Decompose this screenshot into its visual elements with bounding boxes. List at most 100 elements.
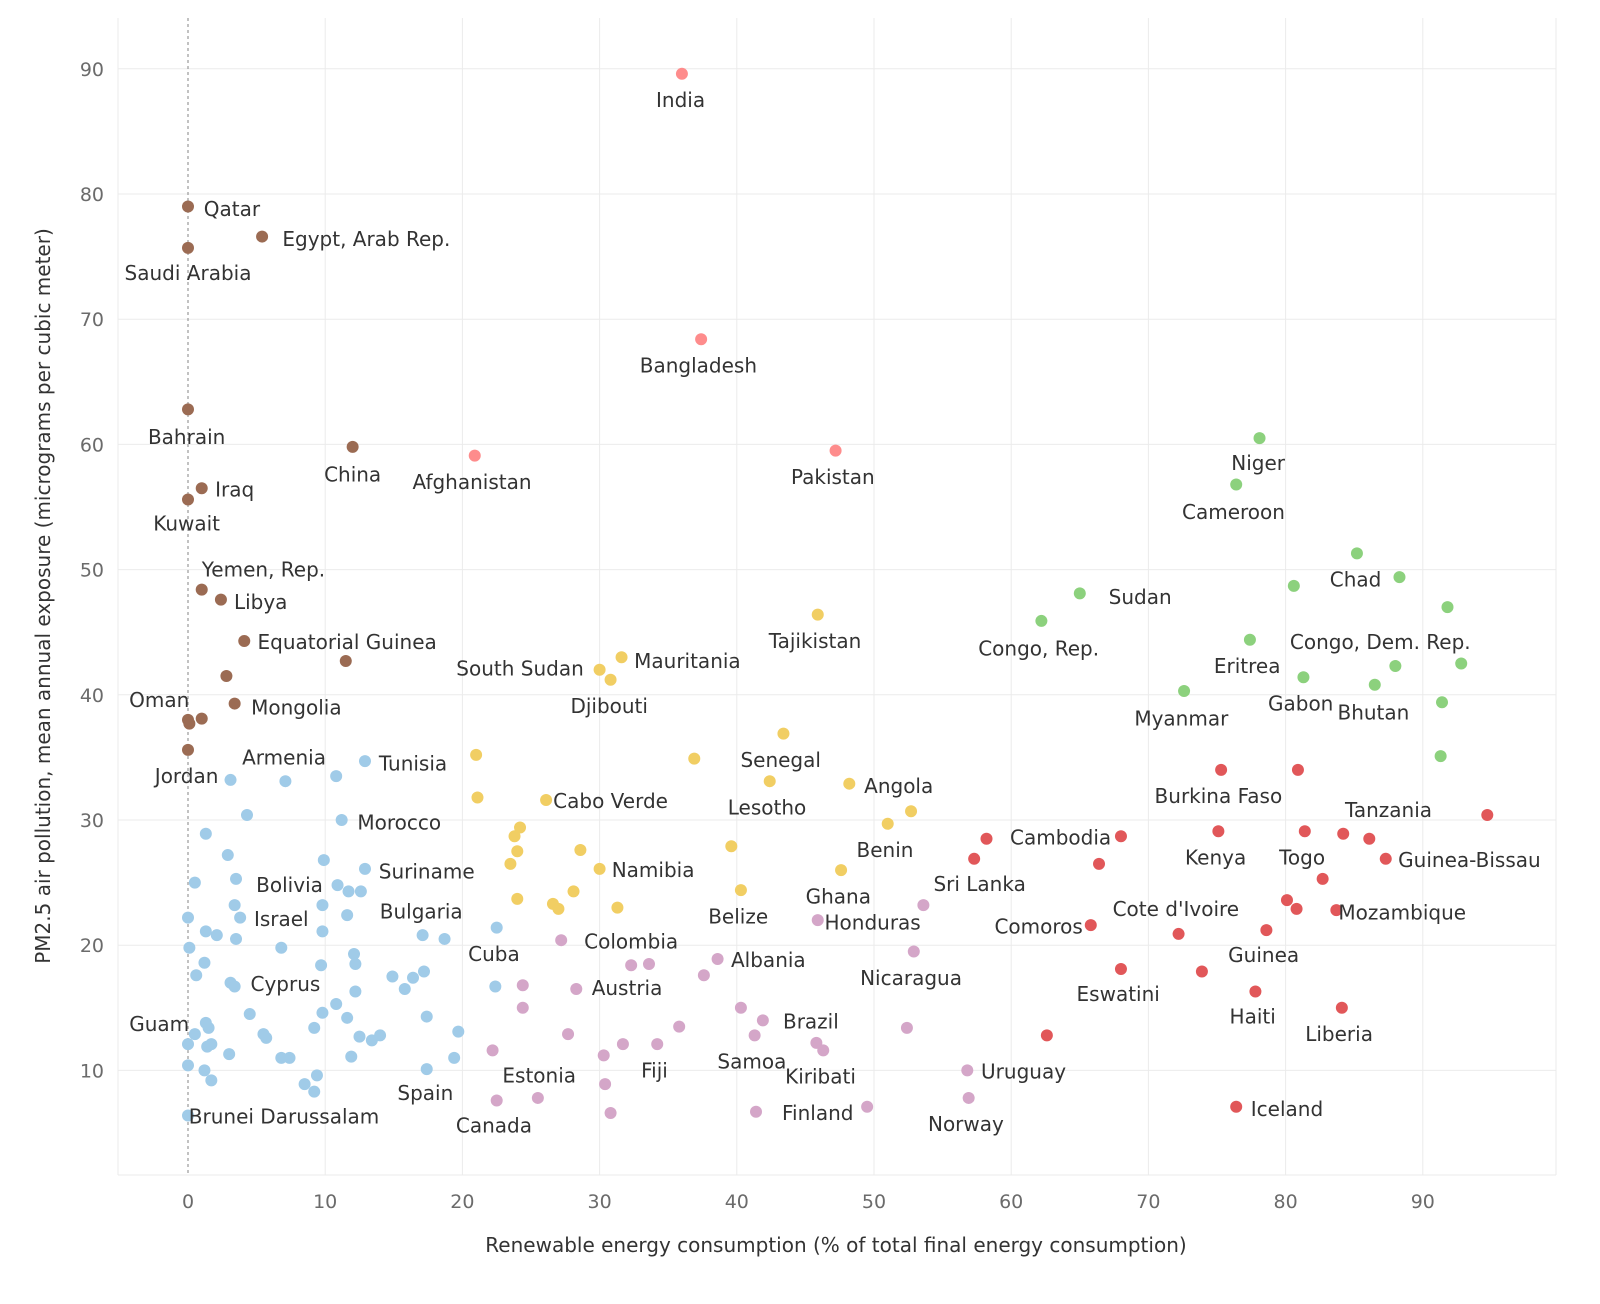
data-point xyxy=(835,864,848,877)
point-label: Estonia xyxy=(502,1063,576,1087)
point-label: Samoa xyxy=(717,1050,786,1074)
data-point xyxy=(221,849,234,862)
data-point xyxy=(183,941,196,954)
data-point xyxy=(1363,832,1376,845)
data-point xyxy=(345,1050,358,1063)
data-point xyxy=(188,1028,201,1041)
point-label: Kuwait xyxy=(153,511,220,535)
data-point xyxy=(420,1010,433,1023)
data-point xyxy=(223,1048,236,1061)
data-point xyxy=(341,1011,354,1024)
data-point xyxy=(734,1001,747,1014)
point-label: Lesotho xyxy=(728,795,807,819)
data-point xyxy=(1040,1029,1053,1042)
point-label: Canada xyxy=(456,1113,532,1137)
data-point xyxy=(316,899,329,912)
data-point xyxy=(182,493,194,506)
data-point xyxy=(374,1029,387,1042)
data-point xyxy=(182,743,194,756)
data-point xyxy=(1035,614,1048,627)
data-point xyxy=(243,1008,256,1021)
point-label: Spain xyxy=(397,1081,453,1105)
point-label: Togo xyxy=(1278,846,1325,870)
data-point xyxy=(1389,660,1402,673)
y-tick-label: 60 xyxy=(80,434,104,456)
point-label: Brazil xyxy=(783,1010,839,1034)
point-label: Guinea xyxy=(1228,943,1299,967)
data-point xyxy=(504,857,517,870)
data-point xyxy=(220,670,233,683)
data-point xyxy=(611,901,624,914)
point-label: Uruguay xyxy=(981,1060,1066,1084)
data-point xyxy=(407,971,420,984)
data-point xyxy=(597,1049,610,1062)
point-label: Belize xyxy=(708,904,768,928)
data-point xyxy=(195,583,208,596)
data-point xyxy=(763,775,776,788)
data-point xyxy=(1290,902,1303,915)
data-point xyxy=(182,1109,194,1122)
data-point xyxy=(230,872,243,885)
data-point xyxy=(811,608,824,621)
data-point xyxy=(817,1044,830,1057)
data-point xyxy=(420,1063,433,1076)
x-tick-label: 30 xyxy=(588,1191,612,1213)
point-label: Eritrea xyxy=(1214,654,1281,678)
data-point xyxy=(342,885,355,898)
data-point xyxy=(182,241,194,254)
data-point xyxy=(1298,825,1311,838)
data-point xyxy=(199,925,212,938)
data-point xyxy=(1436,696,1449,709)
data-point xyxy=(398,983,411,996)
data-point xyxy=(961,1064,974,1077)
point-label: Morocco xyxy=(357,811,441,835)
point-label: Bahrain xyxy=(148,425,225,449)
data-point xyxy=(448,1051,461,1064)
data-point xyxy=(651,1038,664,1051)
data-point xyxy=(552,902,565,915)
data-point xyxy=(1291,763,1304,776)
point-label: Equatorial Guinea xyxy=(258,630,437,654)
data-point xyxy=(308,1021,321,1034)
y-tick-label: 90 xyxy=(80,59,104,81)
point-label: Colombia xyxy=(584,929,678,953)
data-point xyxy=(907,945,920,958)
x-axis-title: Renewable energy consumption (% of total… xyxy=(485,1233,1186,1257)
point-label: Angola xyxy=(864,774,933,798)
point-label: Sri Lanka xyxy=(933,872,1025,896)
data-point xyxy=(1084,919,1097,932)
data-point xyxy=(330,770,343,783)
point-label: Saudi Arabia xyxy=(125,261,252,285)
data-point xyxy=(642,957,655,970)
data-point xyxy=(673,1020,686,1033)
data-point xyxy=(195,712,208,725)
data-point xyxy=(275,1051,288,1064)
data-point xyxy=(210,929,223,942)
data-point xyxy=(675,67,688,80)
data-point xyxy=(230,932,243,945)
point-label: India xyxy=(656,88,705,112)
data-point xyxy=(182,200,194,213)
point-label: Jordan xyxy=(153,764,219,788)
y-tick-label: 10 xyxy=(80,1060,104,1082)
data-point xyxy=(256,230,269,243)
data-point xyxy=(228,899,241,912)
data-point xyxy=(183,717,196,730)
x-tick-label: 60 xyxy=(999,1191,1023,1213)
data-point xyxy=(386,970,399,983)
data-point xyxy=(182,1038,194,1051)
data-point xyxy=(1337,827,1350,840)
data-points xyxy=(182,67,1494,1122)
point-label: Gabon xyxy=(1268,692,1333,716)
data-point xyxy=(283,1051,296,1064)
data-point xyxy=(697,969,710,982)
y-tick-label: 80 xyxy=(80,184,104,206)
data-point xyxy=(843,777,856,790)
data-point xyxy=(349,985,362,998)
data-point xyxy=(339,654,352,667)
data-point xyxy=(214,593,227,606)
point-label: Bangladesh xyxy=(640,354,757,378)
data-point xyxy=(354,885,367,898)
data-point xyxy=(190,969,203,982)
data-point xyxy=(335,814,348,826)
